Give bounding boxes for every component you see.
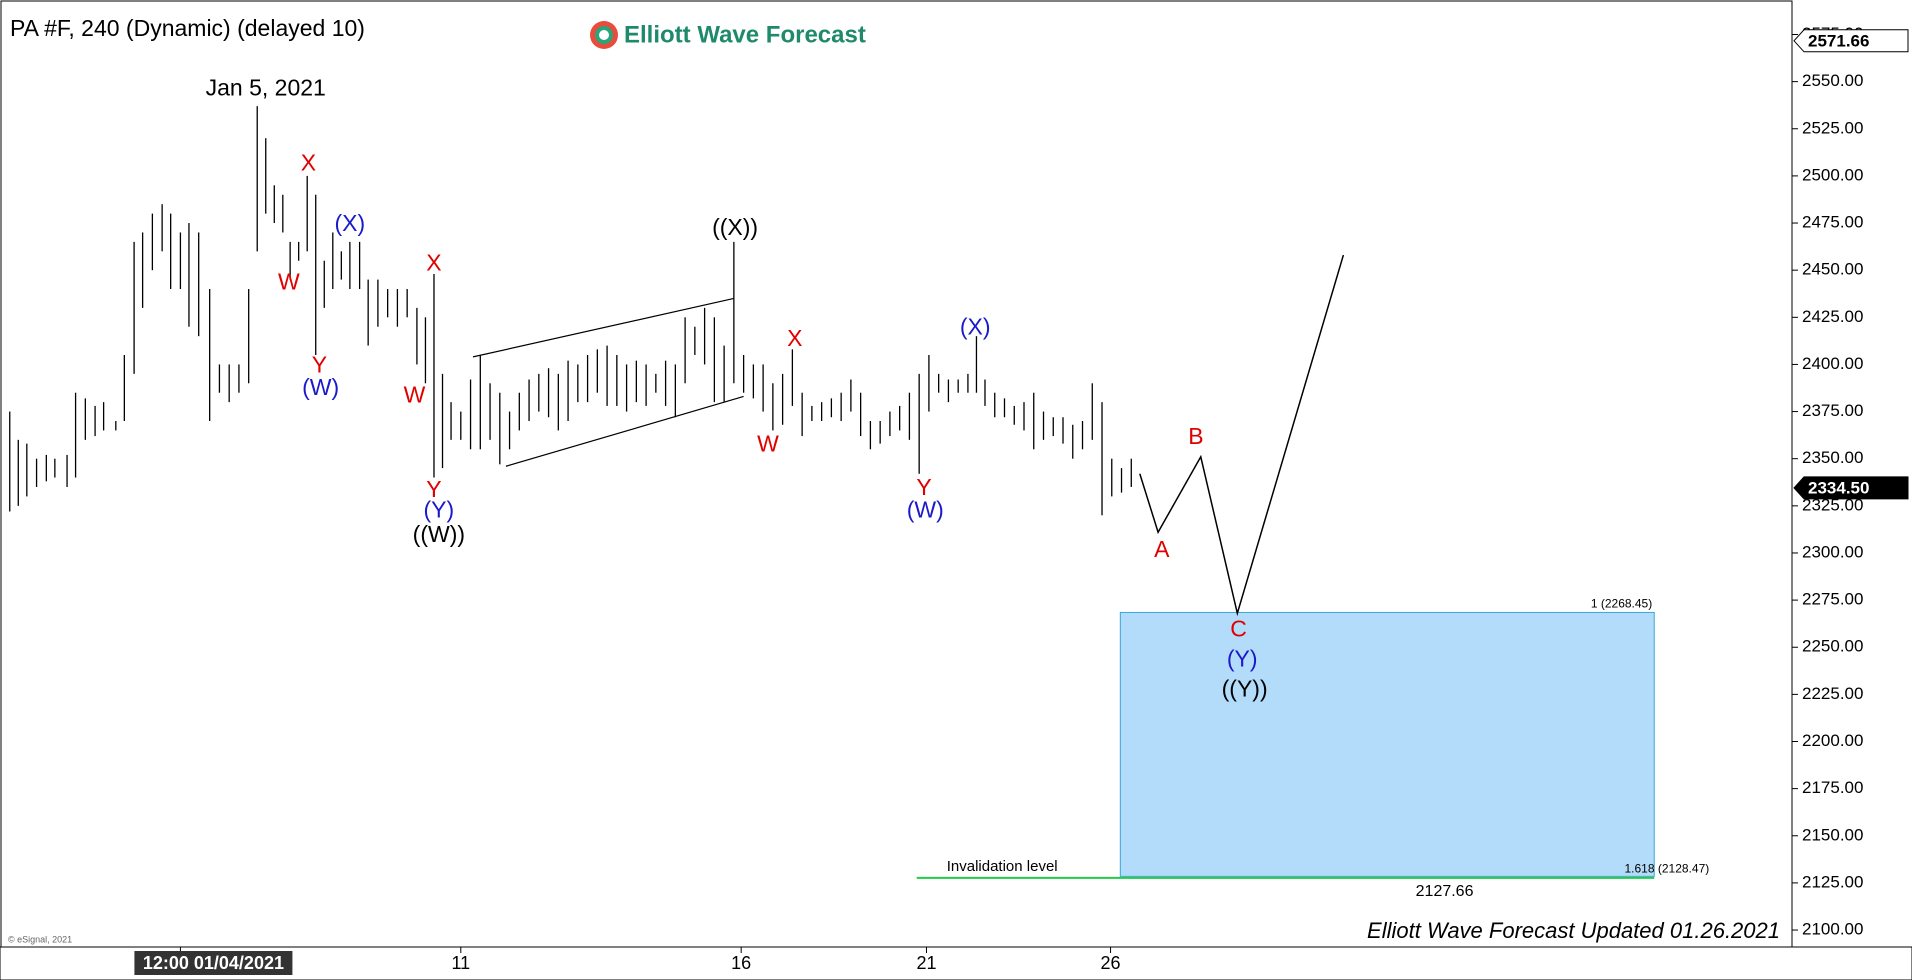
- channel-line: [472, 297, 734, 358]
- wave-label: W: [404, 382, 426, 408]
- wave-label: X: [426, 250, 441, 276]
- y-tick-label: 2300.00: [1802, 542, 1863, 561]
- wave-label: C: [1230, 615, 1247, 641]
- y-tick-label: 2100.00: [1802, 920, 1863, 939]
- invalidation-value: 2127.66: [1416, 883, 1474, 900]
- y-tick-label: 2325.00: [1802, 495, 1863, 514]
- y-tick-label: 2275.00: [1802, 590, 1863, 609]
- wave-label: Y: [426, 476, 441, 502]
- y-tick-label: 2125.00: [1802, 872, 1863, 891]
- y-tick-label: 2350.00: [1802, 448, 1863, 467]
- y-tick-label: 2500.00: [1802, 165, 1863, 184]
- wave-label: Y: [312, 351, 327, 377]
- invalidation-label: Invalidation level: [947, 858, 1058, 875]
- x-tick-label: 12:00 01/04/2021: [143, 953, 284, 973]
- wave-label: (W): [302, 374, 339, 400]
- x-axis-strip: [0, 946, 1912, 980]
- wave-label: B: [1188, 423, 1203, 449]
- target-top-label: 1 (2268.45): [1591, 597, 1652, 611]
- y-tick-label: 2550.00: [1802, 71, 1863, 90]
- wave-label: ((X)): [712, 214, 758, 240]
- logo: Elliott Wave Forecast: [590, 21, 866, 49]
- wave-label: W: [278, 268, 300, 294]
- wave-label: (W): [907, 497, 944, 523]
- x-tick-label: 21: [916, 953, 936, 973]
- wave-label: Jan 5, 2021: [206, 74, 326, 100]
- y-tick-label: 2225.00: [1802, 684, 1863, 703]
- y-tick-label: 2200.00: [1802, 731, 1863, 750]
- wave-label: W: [757, 431, 779, 457]
- chart-title: PA #F, 240 (Dynamic) (delayed 10): [10, 15, 365, 41]
- y-tick-label: 2150.00: [1802, 825, 1863, 844]
- projection-path: [1139, 254, 1345, 617]
- wave-label: A: [1154, 536, 1170, 562]
- wave-label: (X): [960, 314, 991, 340]
- target-box: [1119, 611, 1655, 877]
- x-tick-label: 26: [1101, 953, 1121, 973]
- copyright: © eSignal, 2021: [8, 934, 72, 944]
- price-marker-label: 2571.66: [1808, 31, 1869, 50]
- wave-label: ((Y)): [1222, 676, 1268, 702]
- x-tick-highlight: [134, 951, 293, 975]
- y-tick-label: 2250.00: [1802, 637, 1863, 656]
- price-marker: [1793, 29, 1909, 53]
- wave-label: X: [301, 150, 316, 176]
- footer: Elliott Wave Forecast Updated 01.26.2021: [1367, 918, 1780, 943]
- wave-label: ((W)): [413, 521, 465, 547]
- price-marker-label: 2334.50: [1808, 478, 1869, 497]
- y-tick-label: 2525.00: [1802, 118, 1863, 137]
- y-tick-label: 2475.00: [1802, 213, 1863, 232]
- y-tick-label: 2450.00: [1802, 260, 1863, 279]
- x-tick-label: 16: [731, 953, 751, 973]
- x-tick-label: 11: [451, 953, 470, 973]
- price-marker: [1793, 476, 1909, 500]
- y-tick-label: 2375.00: [1802, 401, 1863, 420]
- wave-label: (Y): [424, 497, 455, 523]
- target-bottom-label: 1.618 (2128.47): [1625, 862, 1710, 876]
- wave-label: (X): [335, 210, 366, 236]
- channel-line: [505, 395, 744, 467]
- y-tick-label: 2175.00: [1802, 778, 1863, 797]
- y-tick-label: 2425.00: [1802, 307, 1863, 326]
- wave-label: (Y): [1227, 646, 1258, 672]
- logo-icon: [599, 30, 609, 40]
- wave-label: Y: [916, 474, 931, 500]
- wave-label: X: [787, 325, 802, 351]
- y-tick-label: 2400.00: [1802, 354, 1863, 373]
- logo-text: Elliott Wave Forecast: [624, 21, 866, 48]
